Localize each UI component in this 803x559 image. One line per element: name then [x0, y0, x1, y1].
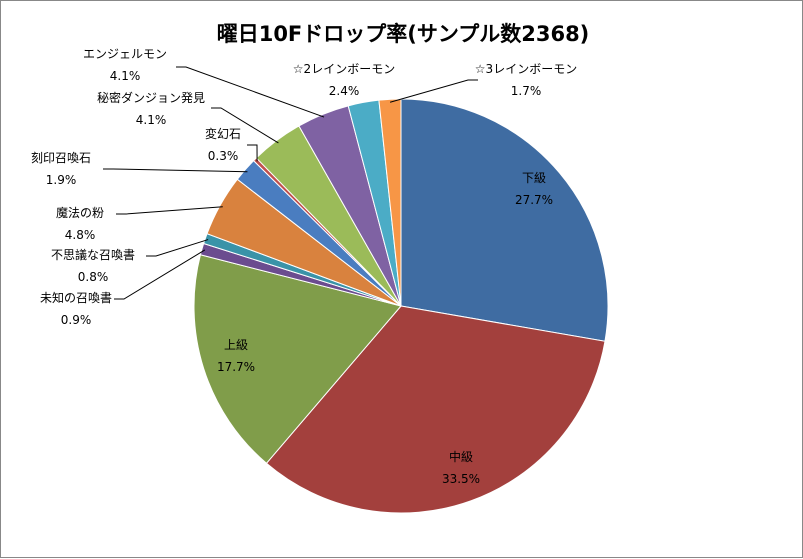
slice-value-label: 4.8%: [65, 228, 96, 242]
leader-line: [389, 79, 478, 103]
slice-value-label: 1.7%: [511, 84, 542, 98]
slice-name-label: 中級: [449, 449, 473, 464]
slice-name-label: 上級: [224, 338, 248, 352]
slice-value-label: 4.1%: [110, 69, 141, 83]
slice-name-label: 魔法の粉: [56, 205, 104, 220]
slice-value-label: 2.4%: [329, 84, 360, 98]
leader-line: [116, 206, 223, 215]
slice-name-label: 秘密ダンジョン発見: [97, 90, 205, 105]
slice-name-label: ☆2レインボーモン: [293, 62, 395, 76]
slice-name-label: エンジェルモン: [83, 47, 167, 61]
slice-value-label: 0.8%: [78, 270, 109, 284]
slice-name-label: 下級: [522, 171, 546, 185]
leader-line: [103, 168, 248, 173]
slice-value-label: 27.7%: [515, 193, 553, 207]
slice-value-label: 0.9%: [61, 313, 92, 327]
chart-title: 曜日10Fドロップ率(サンプル数2368): [217, 22, 590, 46]
leader-line: [114, 249, 206, 300]
pie-slice: [193, 254, 402, 465]
leader-line: [211, 107, 279, 144]
slice-value-label: 4.1%: [136, 113, 167, 127]
leader-lines: [103, 66, 478, 300]
pie-slices: [193, 98, 609, 514]
pie-slice: [400, 98, 609, 342]
slice-name-label: 変幻石: [205, 126, 241, 141]
slice-name-label: ☆3レインボーモン: [475, 62, 577, 76]
slice-value-label: 17.7%: [217, 360, 255, 374]
slice-name-label: 未知の召喚書: [40, 291, 112, 305]
slice-value-label: 33.5%: [442, 472, 480, 486]
leader-line: [176, 66, 325, 118]
slice-name-label: 刻印召喚石: [31, 151, 91, 165]
slice-value-label: 1.9%: [46, 173, 77, 187]
slice-name-label: 不思議な召喚書: [51, 248, 135, 262]
slice-labels: 下級 27.7% 中級 33.5% 上級 17.7% 未知の召喚書 0.9% 不思議な召喚書 0.…: [31, 47, 577, 486]
pie-slice: [265, 305, 606, 514]
leader-line: [146, 239, 209, 257]
slice-value-label: 0.3%: [208, 149, 239, 163]
leader-line: [247, 144, 258, 162]
